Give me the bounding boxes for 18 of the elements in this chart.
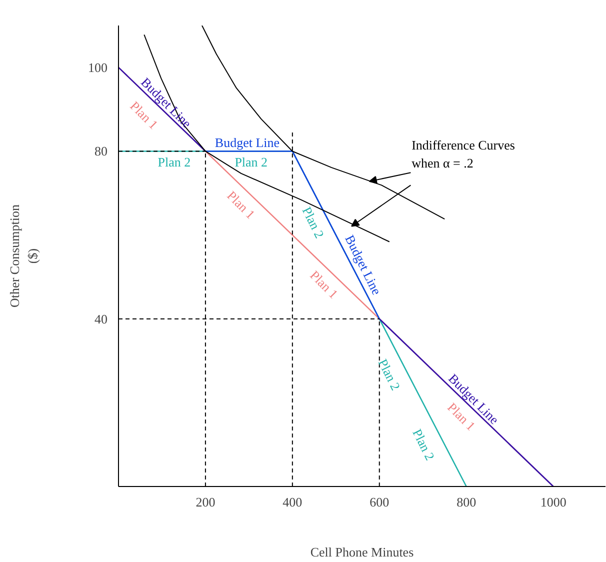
annotation: Plan 2: [299, 204, 328, 241]
annotation: Plan 2: [410, 426, 438, 463]
x-tick-label: 400: [282, 494, 302, 510]
x-tick-label: 200: [196, 494, 216, 510]
annotation: Plan 2: [234, 154, 268, 170]
annotation: Indifference Curves when α = .2: [412, 138, 515, 171]
annotation: Plan 2: [375, 356, 404, 393]
y-tick-label: 80: [94, 144, 108, 159]
x-tick-label: 600: [370, 494, 390, 510]
annotation: Budget Line: [214, 134, 280, 150]
y-tick-label: 40: [94, 311, 108, 326]
annotation: Plan 1: [224, 188, 258, 222]
x-tick-label: 800: [456, 494, 476, 510]
x-axis-title: Cell Phone Minutes: [310, 544, 414, 560]
y-axis-title: Other Consumption ($): [7, 204, 40, 308]
y-tick-label: 100: [88, 60, 108, 75]
annotation: Plan 2: [158, 154, 191, 170]
x-tick-label: 1000: [540, 494, 566, 510]
